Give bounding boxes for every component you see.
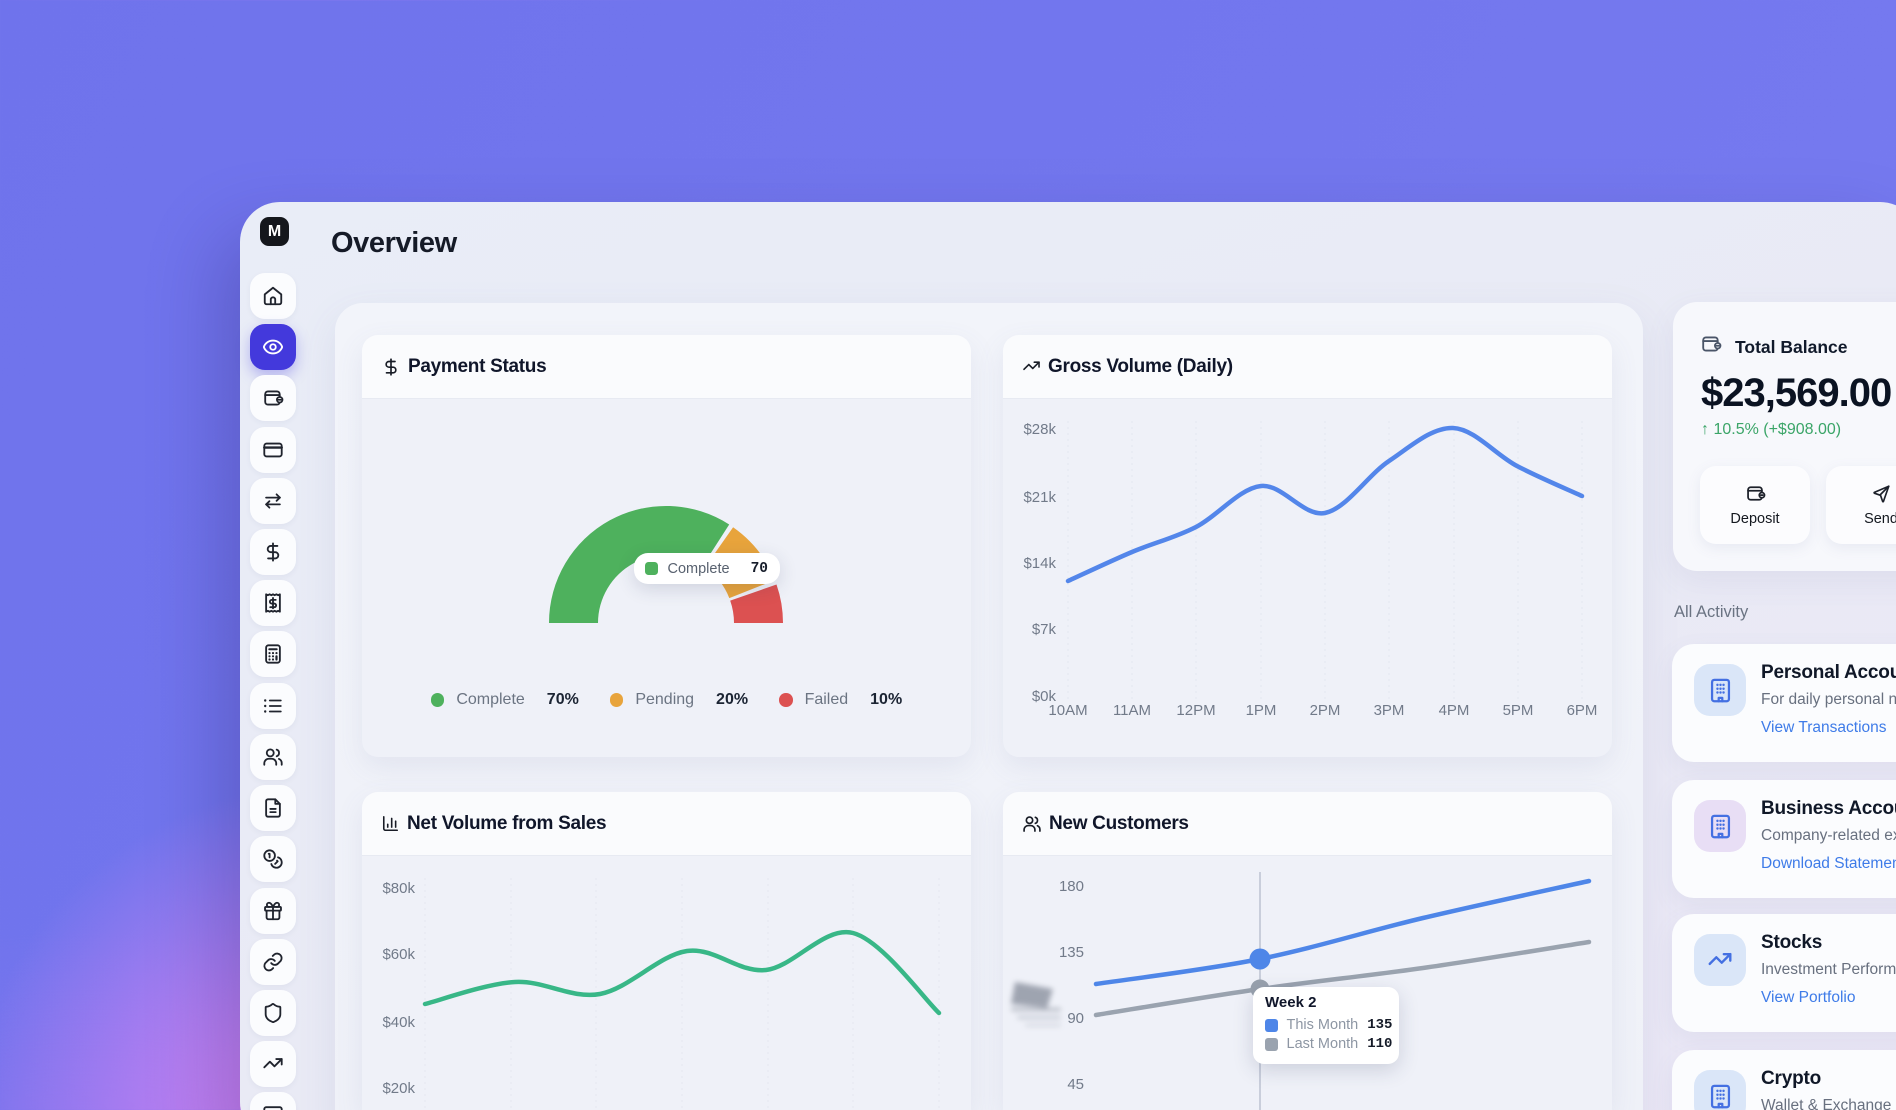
svg-text:11AM: 11AM [1113, 702, 1151, 719]
svg-text:135: 135 [1059, 944, 1084, 961]
svg-text:$0k: $0k [1032, 688, 1057, 705]
svg-text:5PM: 5PM [1503, 702, 1534, 719]
svg-text:$80k: $80k [382, 880, 415, 897]
svg-text:1PM: 1PM [1246, 702, 1277, 719]
svg-text:$40k: $40k [382, 1014, 415, 1031]
svg-text:90: 90 [1067, 1010, 1084, 1027]
svg-text:$7k: $7k [1032, 621, 1057, 638]
svg-text:$60k: $60k [382, 946, 415, 963]
svg-text:$14k: $14k [1023, 555, 1056, 572]
svg-text:45: 45 [1067, 1076, 1084, 1093]
svg-text:$28k: $28k [1023, 421, 1056, 438]
svg-text:6PM: 6PM [1567, 702, 1598, 719]
svg-text:4PM: 4PM [1439, 702, 1470, 719]
svg-text:10AM: 10AM [1048, 702, 1087, 719]
svg-text:12PM: 12PM [1176, 702, 1215, 719]
svg-text:$20k: $20k [382, 1080, 415, 1097]
svg-text:2PM: 2PM [1310, 702, 1341, 719]
svg-text:$21k: $21k [1023, 489, 1056, 506]
svg-text:3PM: 3PM [1374, 702, 1405, 719]
svg-text:180: 180 [1059, 878, 1084, 895]
